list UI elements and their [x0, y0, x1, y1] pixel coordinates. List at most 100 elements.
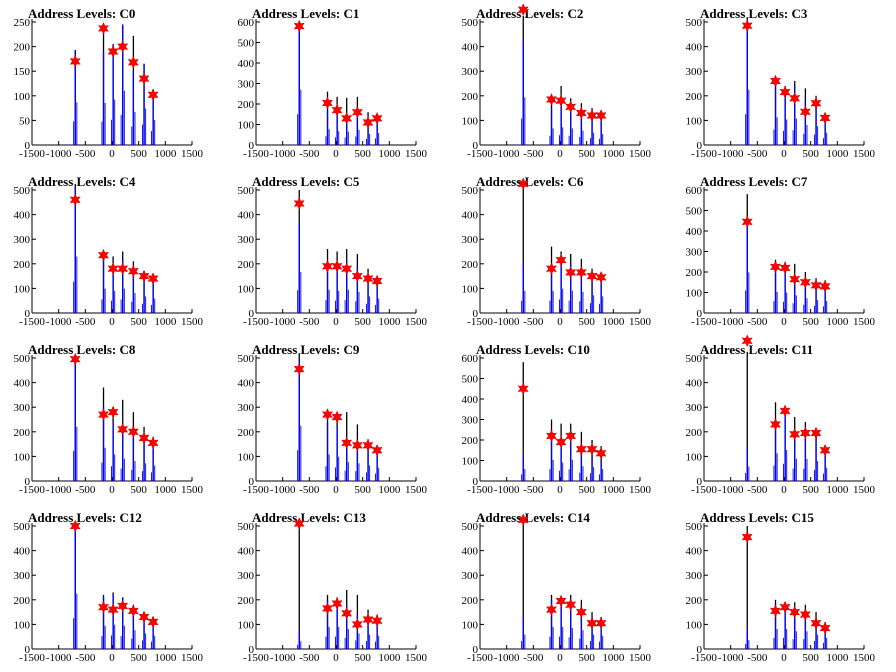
y-tick-label: 0 — [697, 644, 703, 656]
histogram-side-spike — [76, 256, 78, 313]
x-tick-label: 500 — [578, 652, 595, 664]
star-icon — [117, 262, 129, 276]
x-tick-label: -1000 — [494, 148, 520, 160]
histogram-side-spike — [154, 298, 156, 313]
star-icon — [810, 616, 822, 630]
x-tick-label: 0 — [109, 148, 115, 160]
histogram-bar-blue — [550, 599, 553, 649]
histogram-bar-blue — [570, 433, 572, 481]
x-tick-label: -500 — [299, 148, 320, 160]
histogram-bar-blue — [560, 440, 562, 481]
y-tick-label: 300 — [238, 402, 255, 414]
histogram-bar-blue — [600, 276, 602, 313]
histogram-bar-blue — [326, 110, 329, 145]
histogram-bar-blue — [560, 258, 562, 313]
y-tick-label: 400 — [14, 378, 31, 390]
star-icon — [321, 601, 334, 615]
y-tick-label: 300 — [462, 570, 479, 582]
x-tick-label: 1000 — [154, 484, 177, 496]
star-icon — [565, 100, 577, 114]
histogram-side-spike — [73, 281, 75, 313]
x-tick-label: -1500 — [243, 316, 269, 328]
star-icon — [138, 610, 150, 624]
star-icon — [555, 435, 567, 449]
histogram-side-spike — [792, 130, 794, 145]
star-icon — [107, 603, 119, 617]
histogram-side-spike — [562, 288, 564, 313]
histogram-side-spike — [795, 295, 797, 313]
histogram-bar-blue — [815, 284, 817, 313]
histogram-side-spike — [582, 291, 584, 313]
histogram-side-spike — [366, 138, 367, 145]
star-icon — [147, 272, 159, 286]
histogram-side-spike — [338, 290, 340, 313]
star-icon — [595, 270, 607, 284]
histogram-side-spike — [114, 290, 116, 313]
x-tick-label: -500 — [75, 484, 96, 496]
chart-title: Address Levels: C9 — [252, 342, 360, 357]
star-icon — [107, 405, 119, 419]
x-tick-label: 500 — [802, 148, 819, 160]
chart-title: Address Levels: C1 — [252, 6, 360, 21]
x-tick-label: -1000 — [494, 316, 520, 328]
histogram-side-spike — [803, 133, 805, 145]
y-tick-label: 0 — [249, 476, 255, 488]
x-tick-label: 0 — [557, 484, 563, 496]
x-tick-label: 1500 — [629, 316, 652, 328]
x-tick-label: -1500 — [691, 148, 717, 160]
x-tick-label: 1500 — [629, 652, 652, 664]
histogram-side-spike — [552, 626, 554, 649]
histogram-side-spike — [748, 272, 750, 313]
histogram-bar-blue — [522, 454, 524, 481]
star-icon — [741, 530, 753, 544]
histogram-side-spike — [803, 304, 805, 313]
y-tick-label: 400 — [462, 546, 479, 558]
chart-panel: Address Levels: C1 0 100 200 300 400 500 600 -15… — [224, 0, 448, 168]
histogram-side-spike — [131, 469, 133, 481]
histogram-side-spike — [590, 641, 591, 649]
y-tick-label: 0 — [25, 140, 31, 152]
histogram-side-spike — [602, 635, 604, 649]
y-tick-label: 500 — [686, 17, 703, 29]
histogram-bar-blue — [102, 407, 105, 481]
histogram-bar-black — [522, 183, 524, 313]
histogram-bar-blue — [346, 439, 348, 481]
histogram-bar-blue — [122, 431, 124, 481]
star-icon — [586, 269, 598, 283]
star-icon — [362, 272, 374, 286]
histogram-bar-blue — [600, 120, 602, 145]
histogram-bar-blue — [600, 454, 602, 481]
histogram-side-spike — [114, 454, 116, 481]
x-tick-label: 1500 — [853, 316, 876, 328]
star-icon — [293, 19, 305, 33]
histogram-side-spike — [568, 300, 570, 313]
star-icon — [69, 352, 81, 366]
histogram-side-spike — [524, 634, 526, 649]
histogram-bar-blue — [132, 268, 135, 313]
y-tick-label: 100 — [14, 91, 31, 103]
star-icon — [321, 259, 334, 273]
histogram-bar-blue — [356, 441, 359, 481]
histogram-side-spike — [142, 303, 143, 313]
histogram-side-spike — [786, 450, 788, 481]
histogram-side-spike — [817, 126, 819, 145]
x-tick-label: -1500 — [19, 316, 45, 328]
histogram-bar-blue — [367, 276, 369, 313]
y-tick-label: 0 — [697, 476, 703, 488]
chart-panel: Address Levels: C4 0 100 200 300 400 500 -1500-… — [0, 168, 224, 336]
y-tick-label: 100 — [686, 115, 703, 127]
histogram-bar-blue — [152, 281, 154, 313]
histogram-side-spike — [814, 305, 815, 313]
y-tick-label: 400 — [238, 378, 255, 390]
histogram-plot: 0 100 200 300 400 500 600 -1500 -1000 -500 0 500 100… — [238, 17, 428, 160]
histogram-bar-black — [298, 521, 300, 649]
x-tick-label: 1500 — [181, 316, 204, 328]
histogram-side-spike — [524, 97, 526, 145]
histogram-side-spike — [73, 450, 75, 481]
histogram-side-spike — [783, 637, 784, 649]
histogram-side-spike — [786, 629, 788, 649]
x-tick-label: 0 — [333, 484, 339, 496]
histogram-side-spike — [111, 119, 112, 145]
y-tick-label: 300 — [462, 66, 479, 78]
x-tick-label: 1000 — [826, 484, 849, 496]
